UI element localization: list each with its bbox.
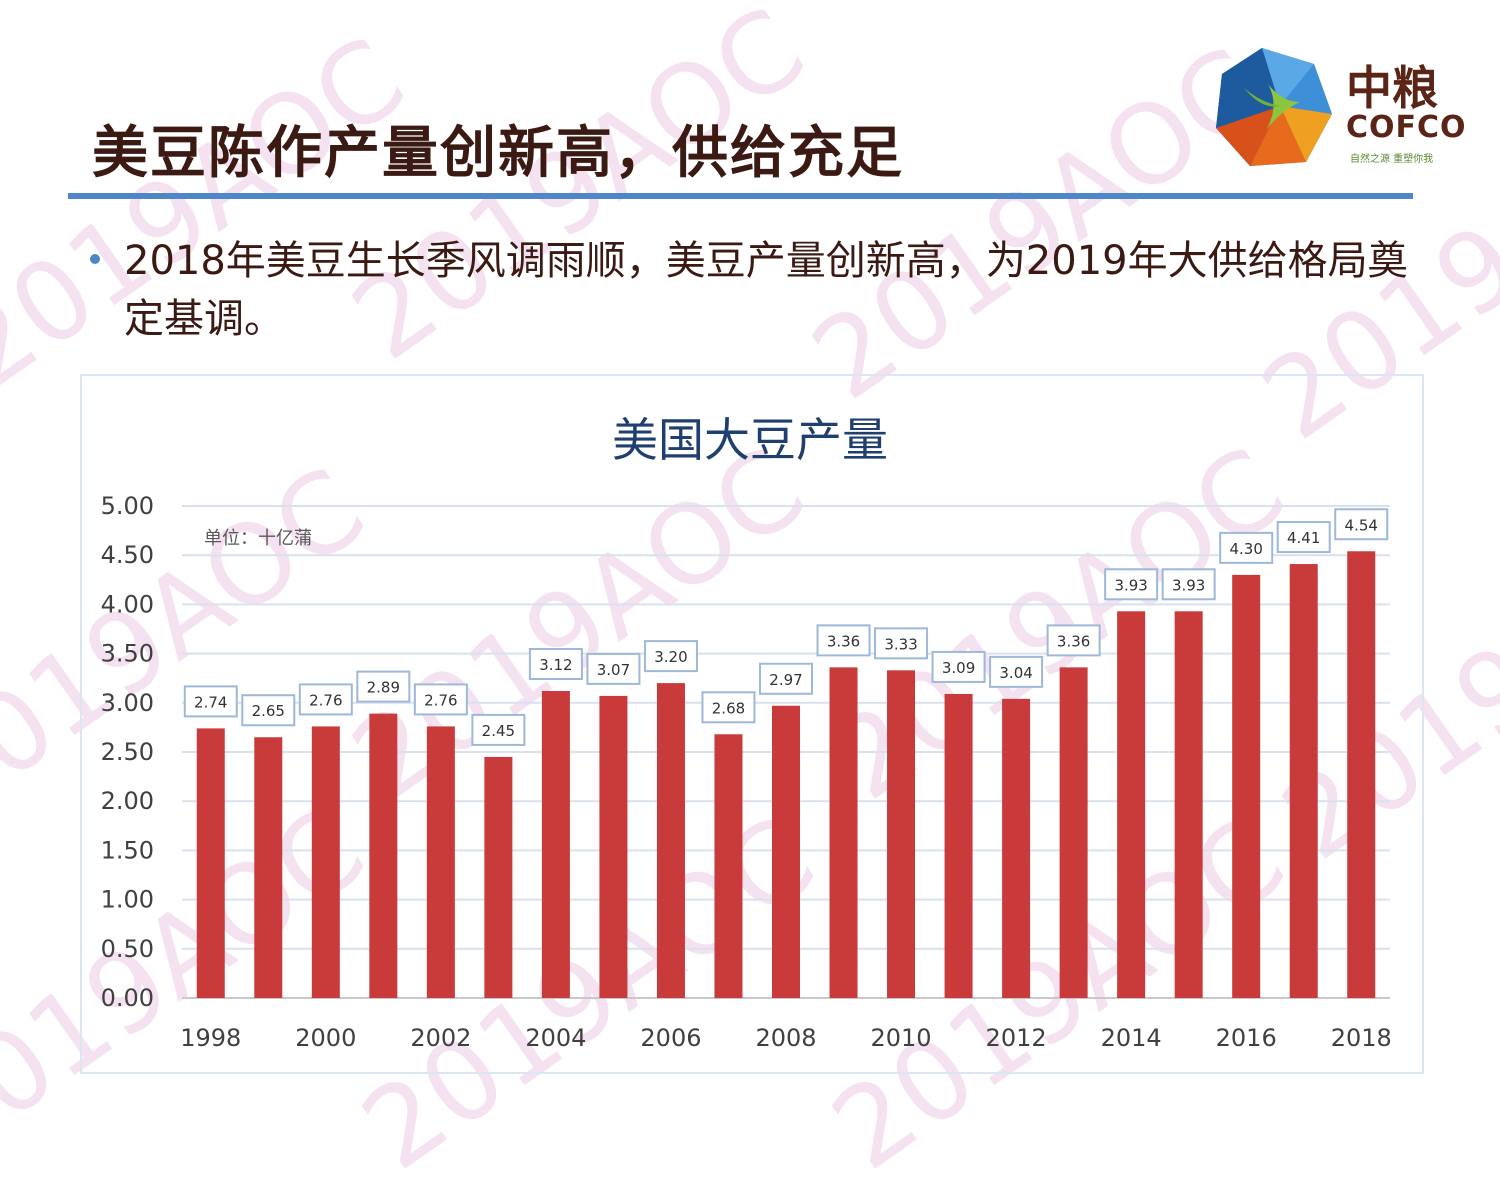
bar — [541, 690, 570, 998]
bar — [1002, 698, 1031, 998]
data-label: 4.54 — [1345, 516, 1378, 534]
data-label: 2.45 — [482, 722, 515, 740]
data-label: 4.41 — [1287, 529, 1320, 547]
y-tick-label: 0.50 — [101, 935, 154, 963]
data-label: 3.33 — [884, 635, 917, 653]
bar — [484, 756, 513, 998]
x-tick-label: 2002 — [410, 1024, 471, 1052]
data-label: 3.12 — [539, 656, 572, 674]
bar — [311, 726, 340, 998]
y-tick-label: 3.00 — [101, 689, 154, 717]
logo-tagline: 自然之源 重塑你我 — [1350, 154, 1434, 165]
data-label: 3.93 — [1114, 576, 1147, 594]
data-label-box — [1334, 508, 1389, 541]
bar — [196, 728, 225, 998]
data-label-box — [816, 624, 871, 657]
y-tick-label: 4.00 — [101, 590, 154, 618]
y-tick-label: 1.00 — [101, 886, 154, 914]
y-tick-label: 0.00 — [101, 984, 154, 1012]
bar — [426, 726, 455, 998]
bar — [1117, 611, 1146, 998]
y-tick-label: 5.00 — [101, 492, 154, 520]
slide-title: 美豆陈作产量创新高，供给充足 — [92, 121, 904, 186]
cofco-logo: 中粮 COFCO 自然之源 重塑你我 — [1210, 44, 1466, 169]
data-label-box — [356, 670, 411, 703]
data-label-box — [874, 627, 929, 660]
data-label: 3.04 — [999, 664, 1032, 682]
y-tick-label: 1.50 — [101, 836, 154, 864]
data-label: 4.30 — [1229, 540, 1262, 558]
bar-chart: 0.00 0.50 1.00 1.50 2.00 2.50 3.00 3.50 4.00 4.50… — [101, 492, 1392, 1052]
data-label-box — [759, 662, 813, 695]
chart-frame — [80, 374, 1424, 1074]
data-label: 3.36 — [827, 632, 860, 650]
x-tick-label: 2014 — [1101, 1024, 1162, 1052]
data-label: 2.65 — [252, 702, 285, 720]
x-tick-label: 2008 — [755, 1024, 816, 1052]
data-label-box — [1276, 521, 1331, 554]
logo-name-cn: 中粮 — [1346, 61, 1438, 115]
bar — [944, 693, 973, 998]
bar — [1059, 667, 1088, 998]
data-label-box — [1161, 568, 1216, 601]
x-tick-label: 2006 — [640, 1024, 701, 1052]
bar — [1174, 611, 1203, 998]
data-label-box — [701, 691, 756, 724]
cofco-logo-icon — [1216, 48, 1332, 166]
bar — [772, 705, 800, 998]
data-label-box — [183, 685, 238, 718]
y-tick-label: 3.50 — [101, 640, 154, 668]
title-divider — [68, 193, 1413, 199]
bar — [1347, 551, 1376, 998]
data-label-box — [643, 640, 698, 673]
data-label-box — [989, 655, 1044, 688]
logo-name-en: COFCO — [1346, 110, 1467, 145]
data-label-box — [298, 683, 353, 716]
bar — [599, 695, 628, 998]
data-label: 2.89 — [367, 679, 400, 697]
x-tick-label: 2012 — [986, 1024, 1047, 1052]
x-tick-label: 2010 — [871, 1024, 932, 1052]
data-label-box — [586, 652, 641, 685]
data-label-box — [931, 650, 986, 683]
x-tick-label: 2018 — [1331, 1024, 1392, 1052]
x-tick-label: 2016 — [1216, 1024, 1277, 1052]
bar — [656, 683, 685, 998]
x-tick-label: 2000 — [295, 1024, 356, 1052]
bar — [714, 734, 743, 998]
data-label-box — [241, 694, 296, 727]
data-label: 3.93 — [1172, 576, 1205, 594]
data-label: 3.36 — [1057, 632, 1090, 650]
y-tick-label: 2.50 — [101, 738, 154, 766]
bar — [1289, 564, 1318, 998]
data-label: 2.68 — [712, 699, 745, 717]
y-tick-label: 4.50 — [101, 541, 154, 569]
bar — [1232, 574, 1261, 998]
data-label-box — [1104, 568, 1159, 601]
data-label: 3.20 — [654, 648, 687, 666]
bar — [887, 670, 916, 998]
data-label: 2.76 — [424, 691, 457, 709]
x-tick-label: 1998 — [180, 1024, 241, 1052]
data-label: 2.76 — [309, 691, 342, 709]
bullet-text: 2018年美豆生长季风调雨顺，美豆产量创新高，为2019年大供给格局奠定基调。 — [124, 238, 1408, 342]
data-label: 3.07 — [597, 661, 630, 679]
unit-note: 单位：十亿蒲 — [204, 528, 312, 549]
data-label: 2.97 — [769, 671, 802, 689]
data-label: 2.74 — [194, 693, 227, 711]
bar — [369, 713, 398, 998]
chart-title: 美国大豆产量 — [612, 413, 888, 467]
x-tick-label: 2004 — [525, 1024, 586, 1052]
data-label: 3.09 — [942, 659, 975, 677]
bar — [829, 667, 858, 998]
y-tick-label: 2.00 — [101, 787, 154, 815]
data-label-box — [528, 647, 583, 680]
data-label-box — [1219, 531, 1274, 564]
data-label-box — [1046, 624, 1101, 657]
bar — [254, 737, 283, 998]
data-label-box — [413, 683, 468, 716]
bullet-marker — [90, 254, 100, 264]
data-label-box — [471, 713, 526, 746]
